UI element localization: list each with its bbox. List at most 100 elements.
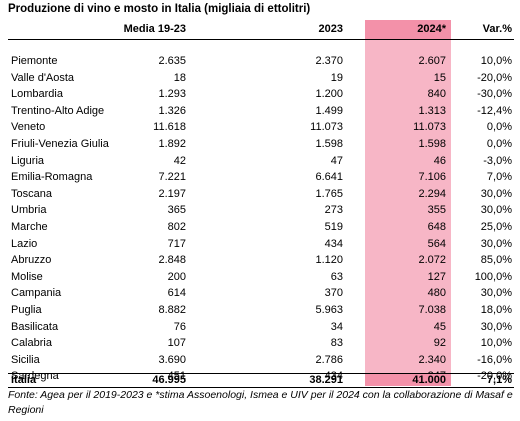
cell-var: 0,0%: [486, 121, 512, 134]
cell-2024: 127: [427, 270, 446, 283]
cell-region: Lombardia: [11, 88, 63, 101]
table-row: Basilicata 76 34 45 30,0%: [8, 320, 514, 337]
source-note: Fonte: Agea per il 2019-2023 e *stima As…: [8, 389, 513, 416]
header-highlight-2024: [365, 20, 451, 39]
cell-avg: 3.690: [158, 353, 186, 366]
table-row: Molise 200 63 127 100,0%: [8, 270, 514, 287]
table-row: Emilia-Romagna 7.221 6.641 7.106 7,0%: [8, 170, 514, 187]
highlight-column-2024: [365, 20, 451, 385]
cell-var: 30,0%: [480, 204, 512, 217]
cell-2024: 564: [427, 237, 446, 250]
cell-2024: 1.598: [418, 137, 446, 150]
cell-region: Molise: [11, 270, 43, 283]
cell-region: Puglia: [11, 303, 42, 316]
table-row: Liguria 42 47 46 -3,0%: [8, 154, 514, 171]
cell-2023: 519: [324, 220, 343, 233]
cell-region: Umbria: [11, 204, 47, 217]
table-row: Lombardia 1.293 1.200 840 -30,0%: [8, 87, 514, 104]
cell-2023: 273: [324, 204, 343, 217]
cell-2024: 2.294: [418, 187, 446, 200]
cell-var: -20,0%: [477, 71, 512, 84]
cell-2024: 15: [433, 71, 446, 84]
cell-2024: 7.106: [418, 171, 446, 184]
cell-region: Abruzzo: [11, 254, 52, 267]
cell-2023: 5.963: [315, 303, 343, 316]
table-header: Media 19-23 2023 2024* Var.%: [8, 20, 514, 40]
table-row: Puglia 8.882 5.963 7.038 18,0%: [8, 303, 514, 320]
cell-avg: 18: [173, 71, 186, 84]
cell-2023: 1.598: [315, 137, 343, 150]
cell-var: -30,0%: [477, 88, 512, 101]
table-row: Veneto 11.618 11.073 11.073 0,0%: [8, 120, 514, 137]
cell-region: Piemonte: [11, 55, 58, 67]
cell-2023: 6.641: [315, 171, 343, 184]
cell-2023: 34: [330, 320, 343, 333]
cell-2023: 19: [330, 71, 343, 84]
cell-region: Sicilia: [11, 353, 40, 366]
cell-var: 100,0%: [474, 270, 512, 283]
header-var: Var.%: [482, 23, 512, 35]
cell-avg: 717: [167, 237, 186, 250]
cell-2024: 7.038: [418, 303, 446, 316]
cell-region: Lazio: [11, 237, 38, 250]
cell-2023: 47: [330, 154, 343, 167]
cell-2024: 11.073: [413, 121, 446, 134]
table-row: Calabria 107 83 92 10,0%: [8, 336, 514, 353]
cell-2023: 83: [330, 337, 343, 350]
cell-2023: 370: [324, 287, 343, 300]
header-2024: 2024*: [417, 23, 446, 35]
cell-avg: 1.326: [158, 104, 186, 117]
cell-region: Friuli-Venezia Giulia: [11, 137, 109, 150]
cell-2023: 434: [324, 237, 343, 250]
cell-2023: 1.200: [315, 88, 343, 101]
table-row: Toscana 2.197 1.765 2.294 30,0%: [8, 187, 514, 204]
cell-avg: 2.197: [158, 187, 186, 200]
total-var: 7,1%: [486, 374, 512, 386]
cell-2024: 46: [433, 154, 446, 167]
header-avg: Media 19-23: [123, 23, 186, 35]
cell-avg: 802: [167, 220, 186, 233]
header-2023: 2023: [318, 23, 343, 35]
cell-avg: 1.892: [158, 137, 186, 150]
table-row: Marche 802 519 648 25,0%: [8, 220, 514, 237]
cell-avg: 2.848: [158, 254, 186, 267]
cell-avg: 76: [173, 320, 186, 333]
cell-var: 7,0%: [486, 171, 512, 184]
cell-region: Basilicata: [11, 320, 59, 333]
table-row: Lazio 717 434 564 30,0%: [8, 237, 514, 254]
cell-var: 30,0%: [480, 237, 512, 250]
total-avg: 46.995: [152, 374, 186, 386]
table-row: Campania 614 370 480 30,0%: [8, 286, 514, 303]
table-row: Piemonte 2.635 2.370 2.607 10,0%: [8, 54, 514, 71]
cell-var: 30,0%: [480, 320, 512, 333]
cell-region: Marche: [11, 220, 48, 233]
cell-2024: 2.340: [418, 353, 446, 366]
cell-region: Campania: [11, 287, 62, 300]
table-row: Sicilia 3.690 2.786 2.340 -16,0%: [8, 353, 514, 370]
cell-avg: 2.635: [158, 55, 186, 67]
cell-2024: 2.607: [418, 55, 446, 67]
cell-2024: 648: [427, 220, 446, 233]
cell-2023: 1.765: [315, 187, 343, 200]
cell-avg: 8.882: [158, 303, 186, 316]
table-row: Umbria 365 273 355 30,0%: [8, 203, 514, 220]
cell-region: Calabria: [11, 337, 52, 350]
total-row: Italia 46.995 38.291 41.000 7,1%: [8, 373, 514, 388]
cell-2023: 63: [330, 270, 343, 283]
cell-avg: 365: [167, 204, 186, 217]
cell-avg: 107: [167, 337, 186, 350]
cell-region: Emilia-Romagna: [11, 171, 93, 184]
cell-region: Valle d'Aosta: [11, 71, 75, 84]
cell-2023: 2.786: [315, 353, 343, 366]
cell-var: 30,0%: [480, 287, 512, 300]
cell-2024: 2.072: [418, 254, 446, 267]
table-row: Abruzzo 2.848 1.120 2.072 85,0%: [8, 253, 514, 270]
cell-2024: 45: [433, 320, 446, 333]
cell-2023: 1.120: [315, 254, 343, 267]
cell-avg: 200: [167, 270, 186, 283]
total-name: Italia: [11, 374, 37, 386]
cell-region: Trentino-Alto Adige: [11, 104, 105, 117]
cell-var: 18,0%: [480, 303, 512, 316]
cell-var: -3,0%: [483, 154, 512, 167]
cell-avg: 42: [173, 154, 186, 167]
